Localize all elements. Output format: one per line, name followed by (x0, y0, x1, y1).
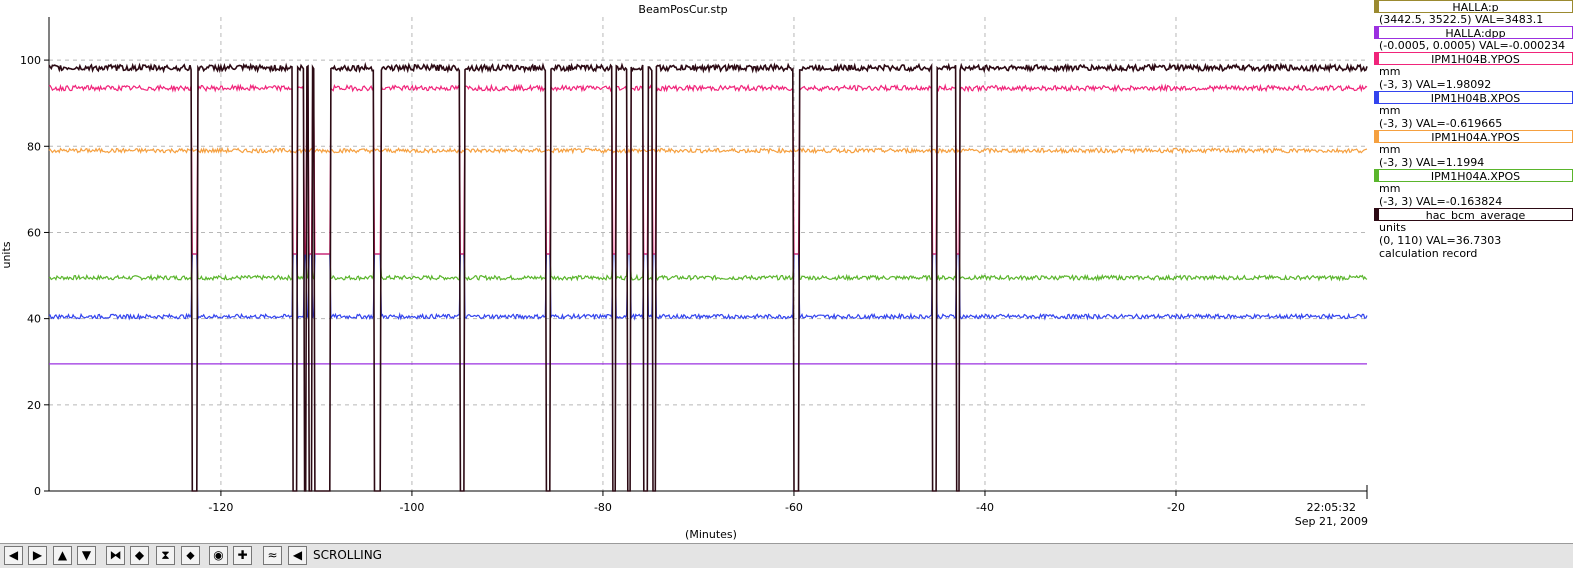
scroll-mode-icon: ◀ (292, 548, 303, 562)
x-tick-label: -80 (594, 501, 612, 514)
y-tick-label: 40 (27, 313, 41, 326)
y-tick-label: 0 (34, 485, 41, 498)
series-line-ipm1h04b-xpos (48, 253, 1368, 321)
legend-entry-hac-bcm-average[interactable]: hac_bcm_average (1374, 208, 1573, 221)
legend-detail-ipm1h04b-xpos: mm (1379, 104, 1401, 117)
x-tick-label: -120 (208, 501, 233, 514)
end-date-label: Sep 21, 2009 (1295, 515, 1368, 528)
scroll-left-icon: ◀ (8, 548, 19, 562)
legend-detail-hac-bcm-average: units (1379, 221, 1407, 234)
waveform-button[interactable]: ≈ (263, 546, 282, 565)
legend-detail-ipm1h04a-xpos: (-3, 3) VAL=-0.163824 (1379, 195, 1503, 208)
record-button[interactable]: ◉ (209, 546, 228, 565)
y-axis-label: units (0, 241, 13, 268)
series-line-ipm1h04b-ypos (48, 83, 1368, 255)
legend-detail-ipm1h04b-ypos: (-3, 3) VAL=1.98092 (1379, 78, 1492, 91)
scroll-mode-button[interactable]: ◀ (288, 546, 307, 565)
legend-entry-ipm1h04a-xpos[interactable]: IPM1H04A.XPOS (1374, 169, 1573, 182)
end-time-label: 22:05:32 (1307, 501, 1356, 514)
y-tick-label: 20 (27, 399, 41, 412)
legend-entry-ipm1h04a-ypos[interactable]: IPM1H04A.YPOS (1374, 130, 1573, 143)
legend-detail-ipm1h04b-xpos: (-3, 3) VAL=-0.619665 (1379, 117, 1503, 130)
zoom-in-vertical-icon: ⧗ (161, 548, 170, 562)
scroll-right-icon: ▶ (32, 548, 43, 562)
scroll-mode-label: SCROLLING (313, 548, 382, 562)
add-button[interactable]: ✚ (233, 546, 252, 565)
legend-entry-halla-dpp[interactable]: HALLA:dpp (1374, 26, 1573, 39)
scroll-down-icon: ▼ (81, 548, 92, 562)
legend-detail-halla-p: (3442.5, 3522.5) VAL=3483.1 (1379, 13, 1544, 26)
plot-area[interactable]: BeamPosCur.stp units (Minutes) 22:05:32 … (0, 0, 1375, 545)
legend-detail-ipm1h04a-xpos: mm (1379, 182, 1401, 195)
scroll-up-button[interactable]: ▲ (53, 546, 72, 565)
x-axis-label: (Minutes) (685, 528, 737, 541)
y-tick-label: 60 (27, 226, 41, 239)
legend-detail-ipm1h04b-ypos: mm (1379, 65, 1401, 78)
scroll-left-button[interactable]: ◀ (4, 546, 23, 565)
legend-entry-halla-p[interactable]: HALLA:p (1374, 0, 1573, 13)
zoom-out-horizontal-icon: ◆ (134, 548, 145, 562)
zoom-in-horizontal-icon: ⧓ (109, 548, 122, 562)
legend-detail-hac-bcm-average: calculation record (1379, 247, 1478, 260)
zoom-out-vertical-button[interactable]: ⬥ (181, 546, 200, 565)
zoom-out-horizontal-button[interactable]: ◆ (130, 546, 149, 565)
series-line-hac-bcm-average (48, 61, 1368, 492)
x-tick-label: -40 (976, 501, 994, 514)
legend-entry-ipm1h04b-xpos[interactable]: IPM1H04B.XPOS (1374, 91, 1573, 104)
zoom-in-horizontal-button[interactable]: ⧓ (106, 546, 125, 565)
waveform-icon: ≈ (267, 548, 278, 562)
toolbar: SCROLLING ◀ ▶ ▲ ▼ ⧓ ◆ ⧗ ⬥ ◉ ✚ ≈ ◀ (0, 543, 1573, 568)
y-tick-label: 100 (20, 54, 41, 67)
series-line-ipm1h04a-ypos (48, 146, 1368, 155)
zoom-out-vertical-icon: ⬥ (186, 548, 195, 562)
x-tick-label: -100 (399, 501, 424, 514)
x-tick-label: -20 (1167, 501, 1185, 514)
series-line-ipm1h04a-xpos (48, 253, 1368, 282)
scroll-up-icon: ▲ (57, 548, 68, 562)
y-tick-label: 80 (27, 140, 41, 153)
legend-detail-halla-dpp: (-0.0005, 0.0005) VAL=-0.000234 (1379, 39, 1566, 52)
legend: HALLA:p (3442.5, 3522.5) VAL=3483.1 HALLA:… (1374, 0, 1573, 290)
legend-entry-ipm1h04b-ypos[interactable]: IPM1H04B.YPOS (1374, 52, 1573, 65)
legend-detail-hac-bcm-average: (0, 110) VAL=36.7303 (1379, 234, 1502, 247)
scroll-down-button[interactable]: ▼ (77, 546, 96, 565)
legend-detail-ipm1h04a-ypos: (-3, 3) VAL=1.1994 (1379, 156, 1485, 169)
x-tick-label: -60 (785, 501, 803, 514)
legend-detail-ipm1h04a-ypos: mm (1379, 143, 1401, 156)
record-icon: ◉ (213, 548, 224, 562)
zoom-in-vertical-button[interactable]: ⧗ (156, 546, 175, 565)
add-icon: ✚ (237, 548, 248, 562)
scroll-right-button[interactable]: ▶ (28, 546, 47, 565)
chart-title: BeamPosCur.stp (638, 3, 727, 16)
